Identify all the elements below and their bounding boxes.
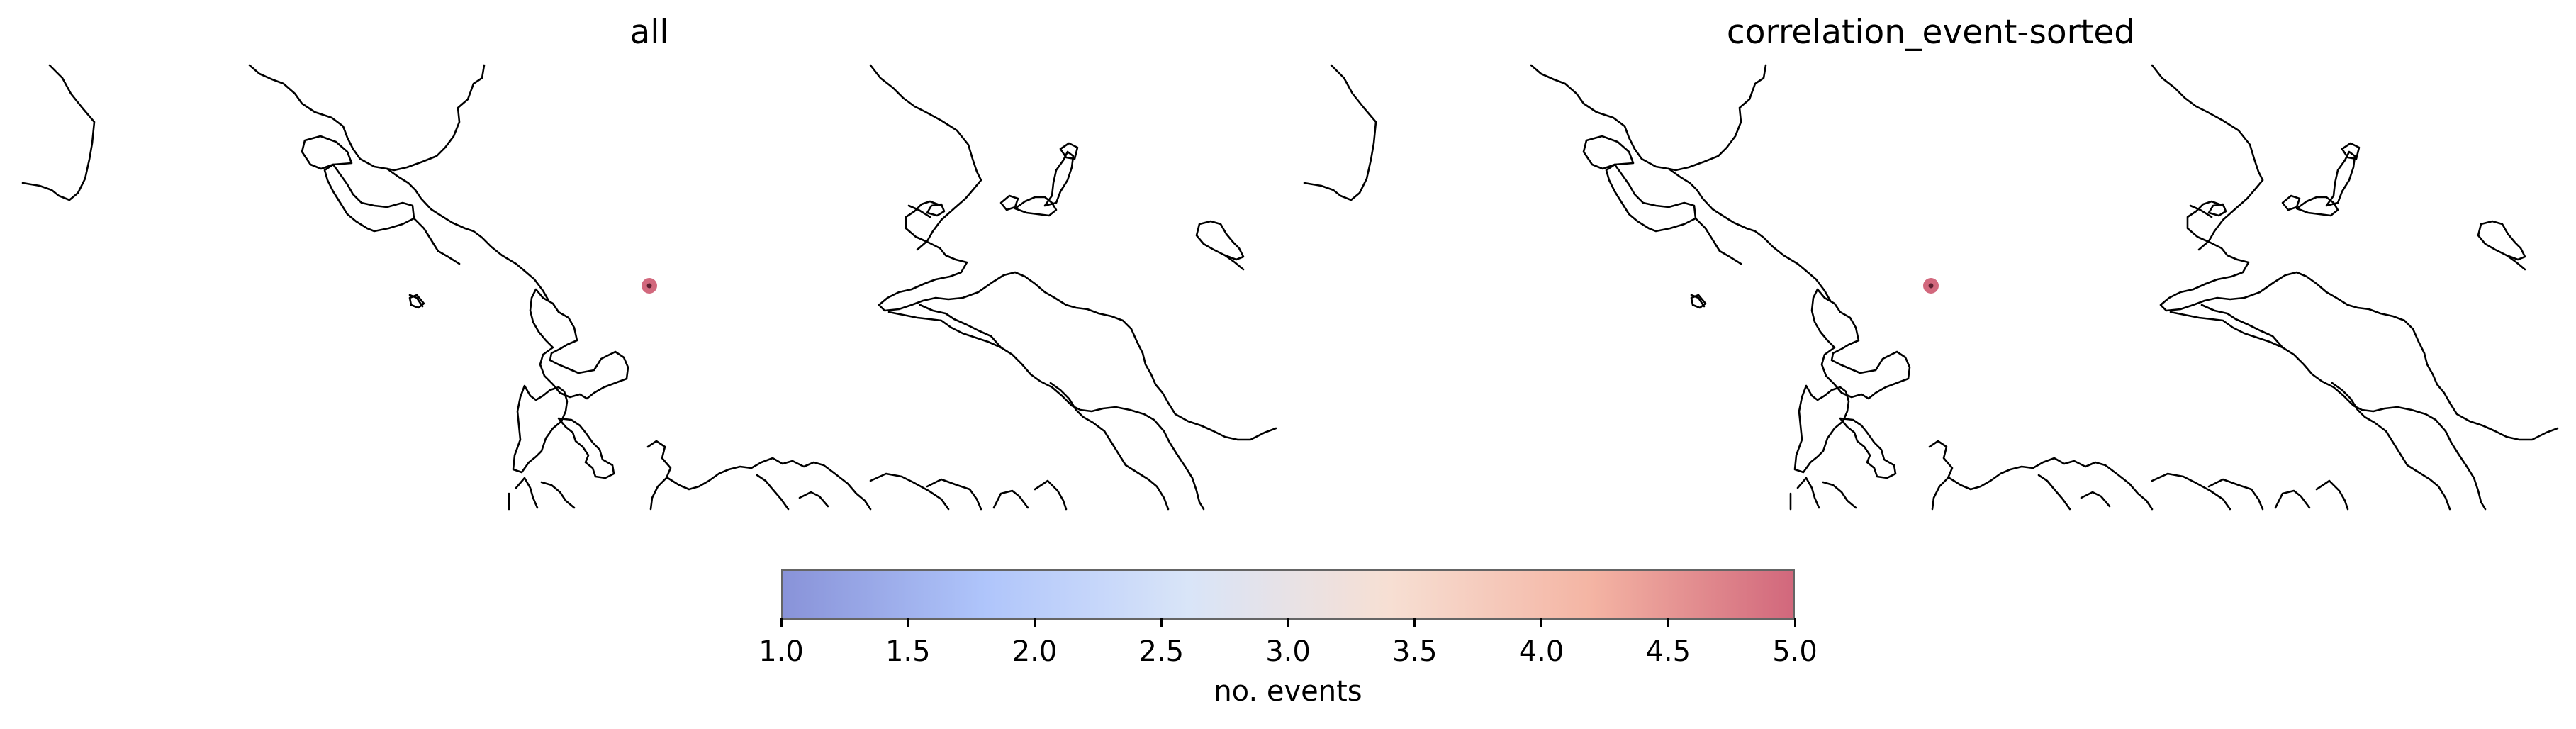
colorbar-label: no. events <box>1214 675 1362 708</box>
colorbar-tick <box>1540 618 1542 627</box>
colorbar-tick-label: 1.5 <box>885 635 931 668</box>
coastlines <box>1303 64 2559 511</box>
colorbar-tick <box>1413 618 1416 627</box>
colorbar-tick <box>907 618 909 627</box>
colorbar-gradient <box>781 569 1795 620</box>
colorbar-tick <box>1160 618 1163 627</box>
event-markers <box>1923 278 1939 294</box>
colorbar-tick-label: 2.5 <box>1138 635 1185 668</box>
colorbar-tick-label: 3.5 <box>1391 635 1438 668</box>
colorbar-tick <box>780 618 783 627</box>
colorbar-tick-label: 4.0 <box>1518 635 1564 668</box>
panel-title-correlation: correlation_event-sorted <box>1726 13 2136 52</box>
panel-title-all: all <box>629 13 669 52</box>
map-panel-all <box>21 64 1277 511</box>
event-marker-center <box>646 283 652 289</box>
colorbar-tick <box>1667 618 1669 627</box>
colorbar-tick <box>1034 618 1036 627</box>
colorbar-tick-label: 1.0 <box>758 635 804 668</box>
colorbar-tick <box>1793 618 1796 627</box>
event-marker-center <box>1928 283 1934 289</box>
colorbar-tick-label: 4.5 <box>1645 635 1691 668</box>
colorbar-tick <box>1287 618 1289 627</box>
colorbar-tick-label: 5.0 <box>1772 635 1818 668</box>
coastlines <box>21 64 1277 511</box>
colorbar <box>781 569 1795 620</box>
colorbar-tick-label: 3.0 <box>1265 635 1311 668</box>
map-panel-correlation-event-sorted <box>1303 64 2559 511</box>
event-markers <box>642 278 657 294</box>
colorbar-tick-label: 2.0 <box>1012 635 1058 668</box>
